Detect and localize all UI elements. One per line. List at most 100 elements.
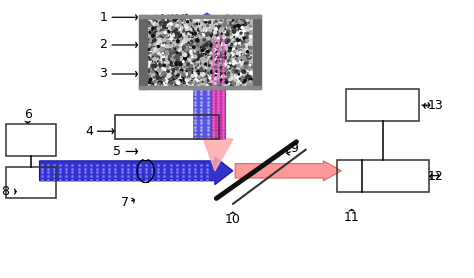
Point <box>202 52 210 56</box>
Point <box>180 33 188 37</box>
Point <box>164 33 172 38</box>
Point <box>146 84 154 88</box>
Point <box>212 32 219 37</box>
Point <box>221 47 229 52</box>
Point <box>212 44 220 49</box>
Point <box>201 21 209 25</box>
Point <box>182 77 190 82</box>
Point <box>210 41 218 46</box>
Text: 4: 4 <box>85 125 93 138</box>
Point <box>177 36 184 40</box>
Point <box>149 15 157 20</box>
Point <box>170 82 178 87</box>
Point <box>190 21 197 25</box>
Point <box>201 62 208 67</box>
Point <box>179 20 186 25</box>
Point <box>244 19 252 23</box>
Point <box>185 34 192 38</box>
Point <box>146 30 154 34</box>
Point <box>218 26 225 31</box>
Point <box>171 59 178 64</box>
Point <box>189 40 197 44</box>
Point <box>161 29 168 33</box>
Point <box>206 28 214 33</box>
Point <box>231 69 238 73</box>
Point <box>171 21 179 26</box>
Point <box>201 46 209 50</box>
Point <box>247 34 255 39</box>
Point <box>218 85 225 90</box>
Point <box>215 81 223 86</box>
Point <box>159 46 166 51</box>
Point <box>243 38 251 43</box>
Point <box>213 41 220 45</box>
Point <box>243 37 250 41</box>
Point <box>150 84 158 89</box>
Point <box>168 28 176 33</box>
Point <box>174 56 182 61</box>
Point <box>161 54 169 58</box>
Point <box>235 53 243 58</box>
Point <box>168 69 176 73</box>
Text: 12: 12 <box>428 170 444 183</box>
Point <box>175 62 183 66</box>
Point <box>149 84 156 88</box>
Point <box>166 49 174 54</box>
Point <box>207 63 215 68</box>
Point <box>204 72 211 76</box>
Point <box>176 64 184 69</box>
Point <box>247 84 255 89</box>
Point <box>207 49 215 54</box>
Point <box>204 76 212 80</box>
Point <box>225 52 232 57</box>
Point <box>245 77 252 81</box>
Point <box>171 71 179 75</box>
Point <box>194 17 201 21</box>
Point <box>234 61 242 65</box>
Point <box>242 38 250 43</box>
Point <box>172 80 180 85</box>
Point <box>182 14 190 18</box>
Point <box>229 79 237 84</box>
Point <box>156 60 164 64</box>
Point <box>248 72 255 76</box>
Point <box>201 44 208 48</box>
Point <box>196 27 203 31</box>
Point <box>211 67 219 72</box>
Point <box>175 30 183 34</box>
Point <box>155 83 163 88</box>
Point <box>237 45 245 50</box>
Point <box>208 32 216 36</box>
Point <box>229 58 237 62</box>
Point <box>195 78 202 82</box>
Point <box>215 36 222 41</box>
Point <box>145 44 153 49</box>
Point <box>240 38 248 43</box>
Point <box>202 56 210 60</box>
Point <box>243 16 251 20</box>
Point <box>175 56 183 61</box>
Point <box>227 57 234 61</box>
Point <box>173 83 180 87</box>
Point <box>152 16 159 21</box>
Point <box>191 61 199 66</box>
Point <box>209 41 216 45</box>
Point <box>233 46 240 51</box>
Point <box>214 68 221 73</box>
Point <box>217 51 224 55</box>
Point <box>195 38 203 43</box>
Point <box>245 85 253 90</box>
Point <box>230 47 237 52</box>
Point <box>175 34 182 39</box>
Point <box>171 56 178 60</box>
Point <box>185 62 192 67</box>
Point <box>158 74 166 79</box>
Point <box>174 41 182 45</box>
Point <box>217 47 224 51</box>
Point <box>152 14 160 19</box>
Point <box>182 56 189 61</box>
Point <box>206 44 214 49</box>
Point <box>201 21 208 25</box>
Point <box>179 70 187 74</box>
Point <box>156 76 164 81</box>
